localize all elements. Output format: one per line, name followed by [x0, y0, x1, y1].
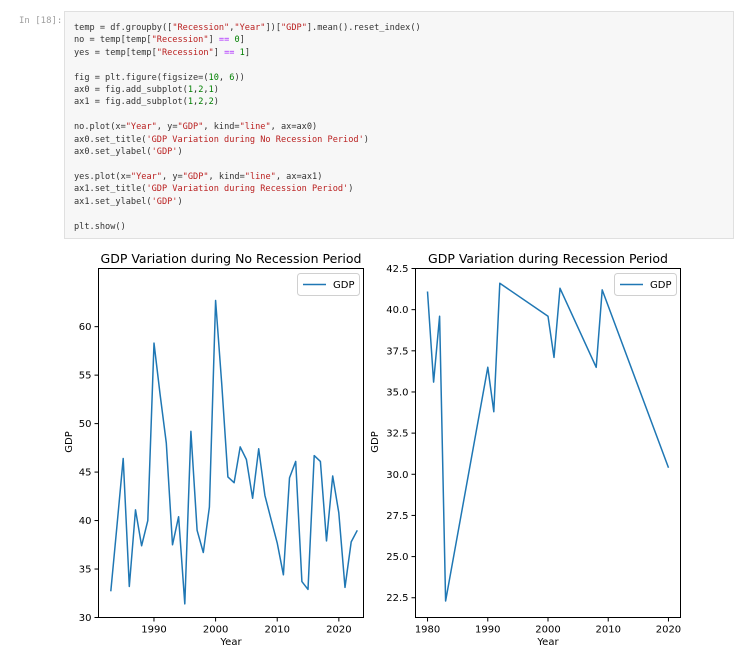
chart-no-recession: GDP Variation during No Recession Period…	[64, 251, 364, 648]
code-line: ax1.set_title('GDP Variation during Rece…	[74, 184, 354, 195]
code-editor[interactable]: temp = df.groupby(["Recession","Year"])[…	[74, 22, 421, 233]
code-line: plt.show()	[74, 221, 126, 232]
chart-recession: GDP Variation during Recession Period Ye…	[370, 251, 681, 648]
cell-prompt: In [18]:	[19, 16, 63, 26]
series-lines	[426, 282, 670, 602]
x-tick-label: 1990	[141, 625, 166, 636]
y-tick-label: 60	[79, 322, 92, 333]
code-line: ax0 = fig.add_subplot(1,2,1)	[74, 85, 219, 96]
y-tick-label: 40.0	[386, 305, 408, 316]
y-tick-label: 40	[79, 516, 92, 527]
axis-ticks: 1980 1990 2000 2010 2020 22.5 25.0 27.5 30.0 32.5…	[386, 264, 681, 636]
legend-box	[297, 273, 360, 296]
y-tick-label: 35.0	[386, 387, 408, 398]
x-axis-label: Year	[536, 637, 559, 648]
plot-frame	[98, 268, 364, 618]
y-tick-label: 55	[79, 371, 92, 382]
chart-title: GDP Variation during Recession Period	[428, 251, 668, 266]
code-line: no.plot(x="Year", y="GDP", kind="line", …	[74, 122, 318, 133]
plot-frame	[415, 268, 681, 618]
y-tick-label: 35	[79, 565, 92, 576]
x-tick-label: 1980	[415, 625, 440, 636]
y-tick-label: 27.5	[386, 511, 408, 522]
y-axis-label: GDP	[370, 431, 381, 452]
chart-title: GDP Variation during No Recession Period	[101, 251, 362, 266]
legend-label: GDP	[333, 280, 354, 291]
x-tick-label: 1990	[475, 625, 500, 636]
axis-ticks: 1990 2000 2010 2020 30 35 40 45 50 55 60	[79, 322, 352, 635]
code-line: ax0.set_ylabel('GDP')	[74, 147, 183, 158]
code-cell[interactable]	[64, 11, 734, 239]
x-tick-label: 2000	[535, 625, 560, 636]
x-tick-label: 2010	[264, 625, 289, 636]
code-line: yes = temp[temp["Recession"] == 1]	[74, 47, 250, 58]
code-line: ax1 = fig.add_subplot(1,2,2)	[74, 97, 219, 108]
series-line-gdp	[110, 299, 358, 605]
x-axis-label: Year	[219, 637, 242, 648]
y-tick-label: 32.5	[386, 429, 408, 440]
y-tick-label: 22.5	[386, 593, 408, 604]
code-line: temp = df.groupby(["Recession","Year"])[…	[74, 23, 421, 33]
y-axis-label: GDP	[64, 431, 75, 452]
y-tick-label: 30.0	[386, 470, 408, 481]
y-tick-label: 30	[79, 613, 92, 624]
x-tick-label: 2020	[326, 625, 351, 636]
code-line: no = temp[temp["Recession"] == 0]	[74, 35, 245, 46]
code-line: fig = plt.figure(figsize=(10, 6))	[74, 72, 245, 83]
y-tick-label: 45	[79, 468, 92, 479]
legend: GDP	[297, 273, 360, 296]
x-tick-label: 2010	[596, 625, 621, 636]
x-tick-label: 2020	[656, 625, 681, 636]
y-tick-label: 37.5	[386, 346, 408, 357]
legend: GDP	[614, 273, 677, 296]
legend-box	[614, 273, 677, 296]
series-line-gdp	[426, 282, 670, 602]
legend-label: GDP	[650, 280, 671, 291]
y-tick-label: 42.5	[386, 264, 408, 275]
y-tick-label: 50	[79, 419, 92, 430]
y-tick-label: 25.0	[386, 552, 408, 563]
code-line: ax0.set_title('GDP Variation during No R…	[74, 134, 369, 145]
x-tick-label: 2000	[203, 625, 228, 636]
series-lines	[110, 299, 358, 605]
code-line: yes.plot(x="Year", y="GDP", kind="line",…	[74, 171, 323, 182]
code-line: ax1.set_ylabel('GDP')	[74, 196, 183, 207]
